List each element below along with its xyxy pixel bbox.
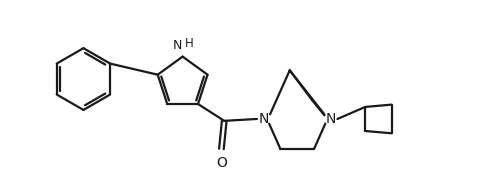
Text: N: N	[326, 112, 336, 126]
Text: N: N	[172, 39, 182, 52]
Text: N: N	[258, 112, 268, 126]
Text: O: O	[216, 156, 227, 170]
Text: H: H	[184, 37, 193, 50]
